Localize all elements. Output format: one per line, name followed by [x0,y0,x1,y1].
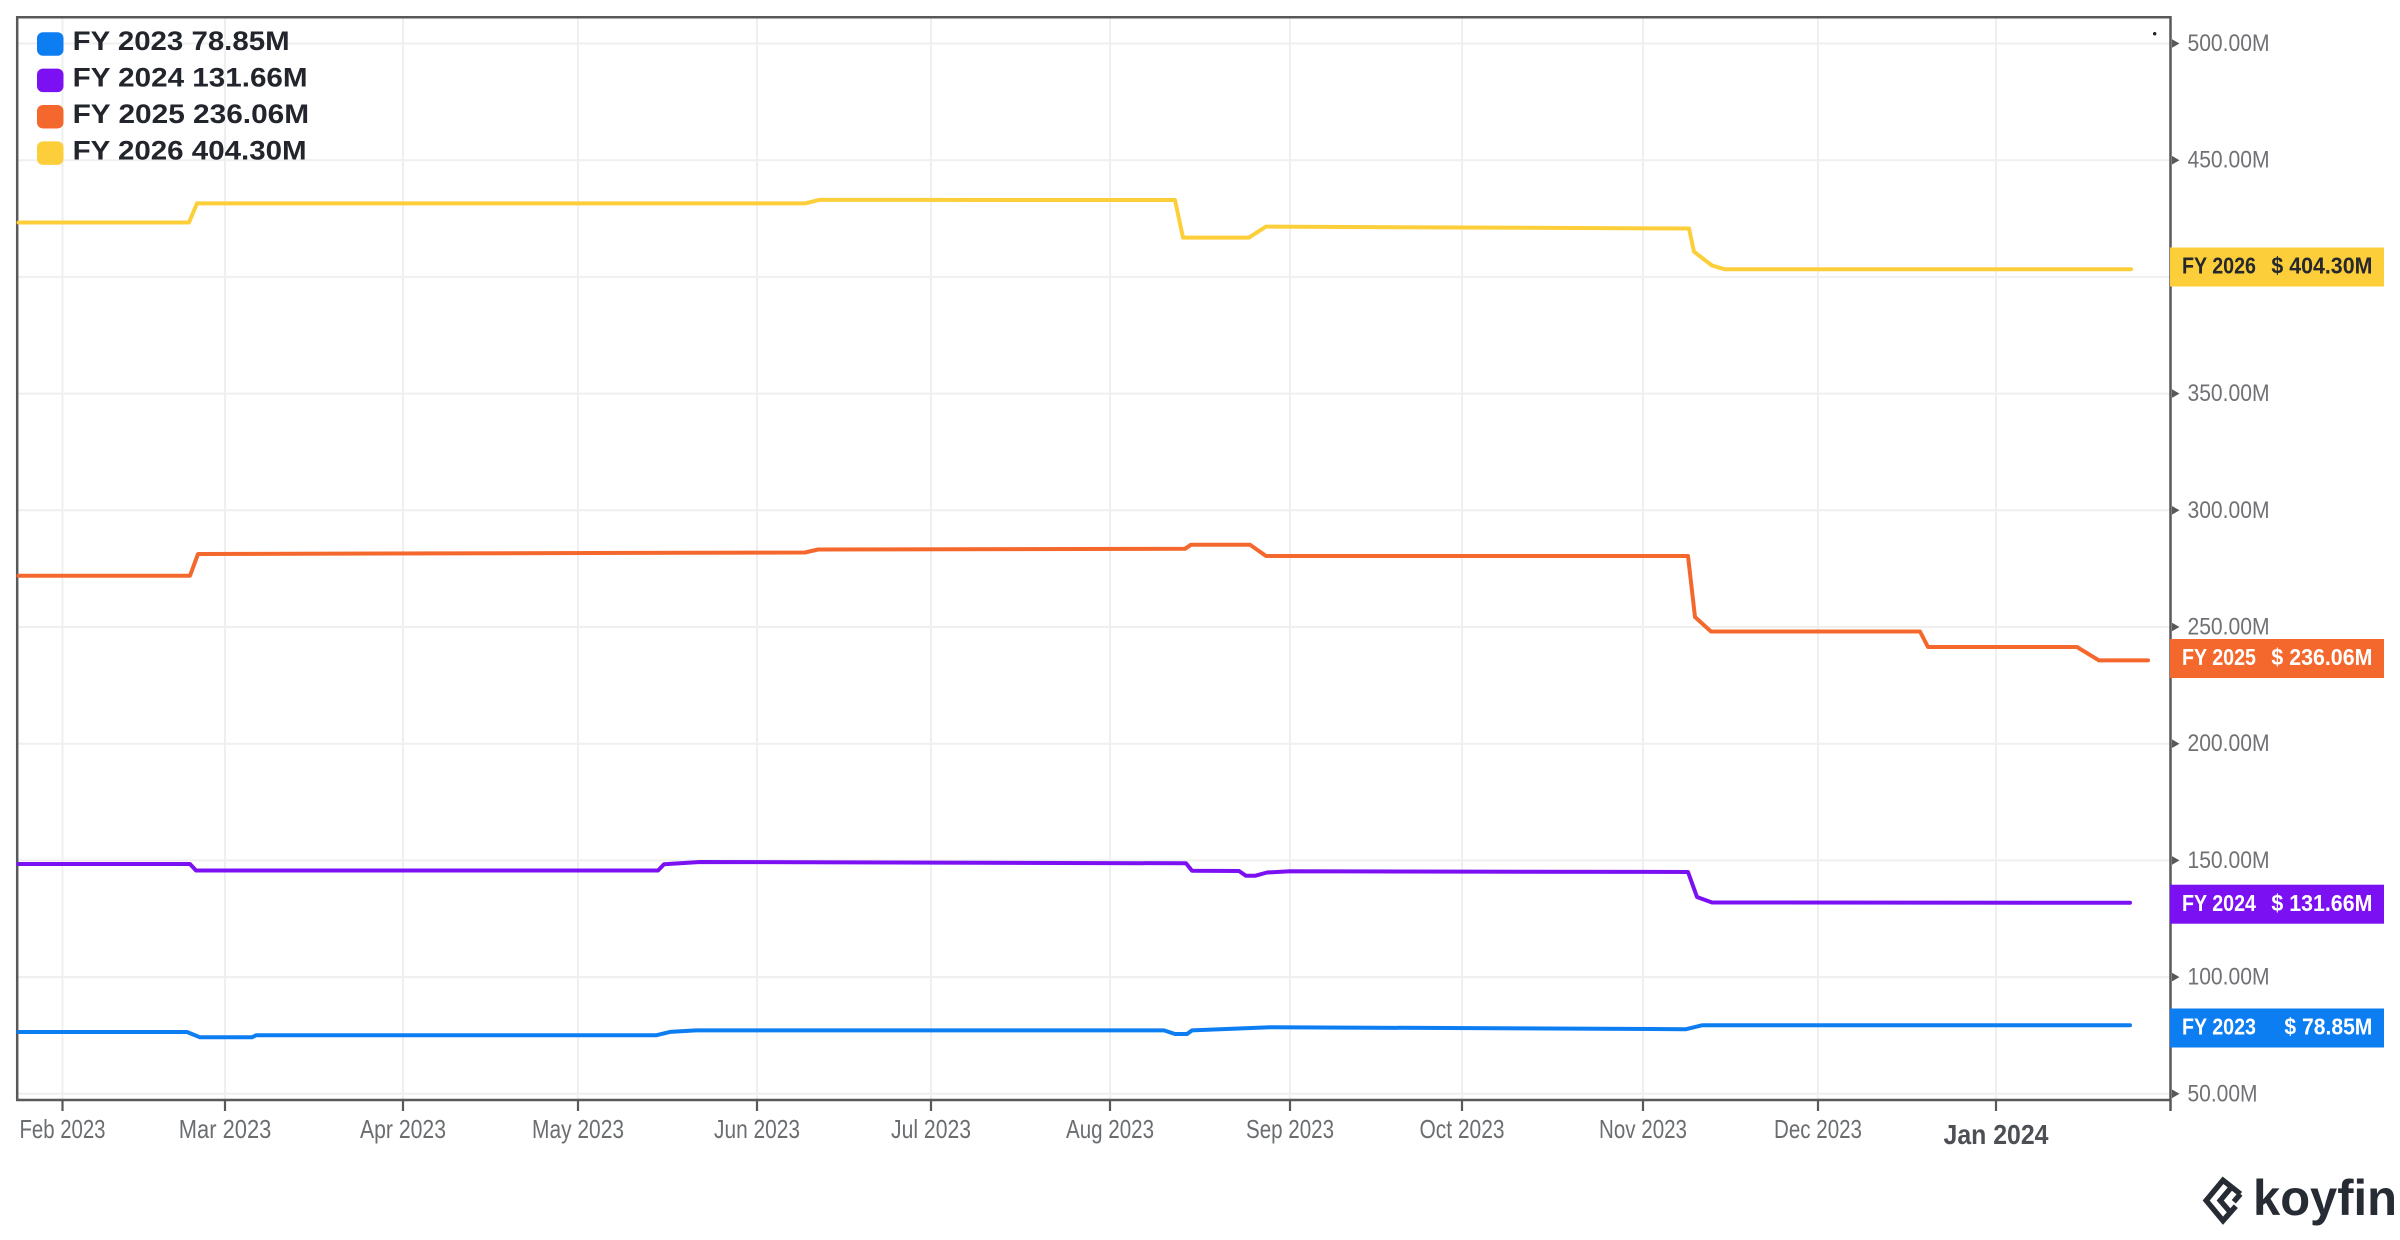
svg-text:250.00M: 250.00M [2188,614,2270,641]
svg-text:Jan 2024: Jan 2024 [1944,1119,2049,1150]
svg-text:FY 2026 404.30M: FY 2026 404.30M [73,135,307,165]
svg-text:FY 2023 78.85M: FY 2023 78.85M [73,26,290,56]
svg-text:$ 404.30M: $ 404.30M [2271,253,2372,279]
svg-text:$ 236.06M: $ 236.06M [2271,644,2372,670]
svg-text:100.00M: 100.00M [2188,964,2270,991]
svg-text:Oct 2023: Oct 2023 [1420,1114,1505,1144]
svg-text:300.00M: 300.00M [2188,497,2270,524]
svg-text:Mar 2023: Mar 2023 [179,1114,271,1144]
svg-text:Feb 2023: Feb 2023 [20,1114,106,1144]
svg-text:May 2023: May 2023 [532,1114,624,1144]
svg-text:Nov 2023: Nov 2023 [1599,1114,1687,1144]
svg-text:Aug 2023: Aug 2023 [1066,1114,1154,1144]
svg-text:$ 78.85M: $ 78.85M [2284,1014,2372,1040]
svg-text:Dec 2023: Dec 2023 [1774,1114,1862,1144]
svg-text:FY 2024 131.66M: FY 2024 131.66M [73,63,308,93]
svg-text:FY 2025: FY 2025 [2182,644,2256,670]
svg-text:Jul 2023: Jul 2023 [891,1114,971,1144]
svg-text:Apr 2023: Apr 2023 [360,1114,446,1144]
svg-text:200.00M: 200.00M [2188,730,2270,757]
svg-text:FY 2025 236.06M: FY 2025 236.06M [73,99,310,129]
svg-text:500.00M: 500.00M [2188,30,2270,57]
svg-text:$ 131.66M: $ 131.66M [2271,890,2372,916]
svg-text:Sep 2023: Sep 2023 [1246,1114,1334,1144]
svg-text:Jun 2023: Jun 2023 [714,1114,800,1144]
svg-text:FY 2026: FY 2026 [2182,253,2256,279]
svg-text:50.00M: 50.00M [2188,1080,2258,1107]
svg-text:150.00M: 150.00M [2188,847,2270,874]
svg-text:350.00M: 350.00M [2188,380,2270,407]
svg-text:FY 2024: FY 2024 [2182,890,2256,916]
svg-text:koyfin: koyfin [2253,1170,2397,1226]
svg-text:450.00M: 450.00M [2188,147,2270,174]
svg-text:FY 2023: FY 2023 [2182,1014,2256,1040]
